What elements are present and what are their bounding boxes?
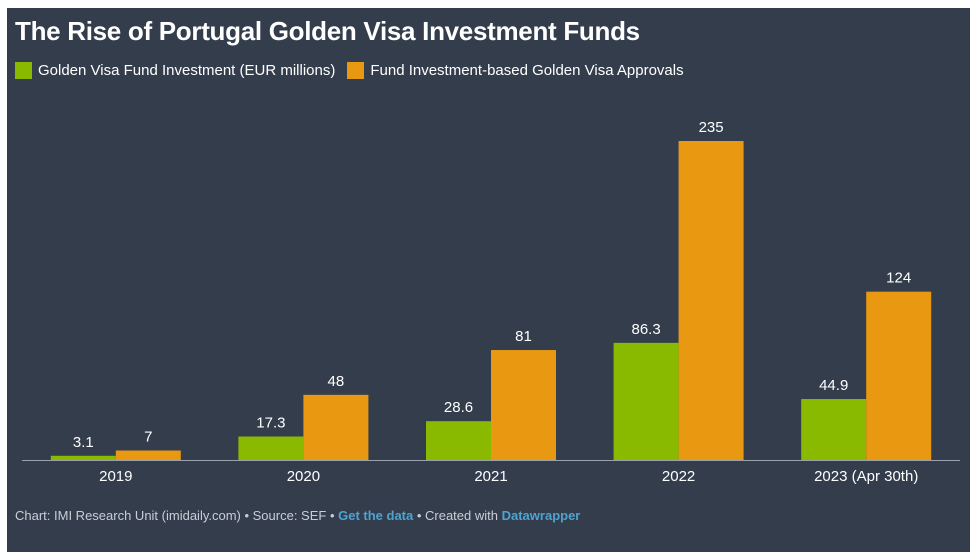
bar-investment (801, 399, 867, 460)
data-label: 235 (699, 119, 724, 136)
data-label: 17.3 (256, 415, 285, 432)
bar-approvals (866, 291, 932, 460)
bar-approvals (115, 450, 181, 460)
x-tick-label: 2019 (99, 468, 132, 485)
legend-swatch-orange (347, 62, 365, 79)
bar-approvals (303, 394, 369, 460)
data-label: 86.3 (631, 321, 660, 338)
footer-credit: Chart: IMI Research Unit (imidaily.com) … (15, 508, 339, 523)
bar-investment (50, 455, 116, 460)
legend-label: Golden Visa Fund Investment (EUR million… (38, 62, 336, 79)
legend-label: Fund Investment-based Golden Visa Approv… (370, 62, 684, 79)
data-label: 3.1 (73, 434, 94, 451)
footer-middle: • Created with (413, 508, 502, 523)
x-tick-label: 2023 (Apr 30th) (814, 468, 918, 485)
chart-title: The Rise of Portugal Golden Visa Investm… (15, 16, 640, 46)
data-label: 28.6 (444, 399, 473, 416)
bar-approvals (678, 141, 744, 460)
get-data-link[interactable]: Get the data (338, 508, 414, 523)
legend-item-approvals: Fund Investment-based Golden Visa Approv… (347, 62, 684, 79)
data-label: 7 (144, 428, 152, 445)
x-tick-label: 2020 (287, 468, 320, 485)
bar-investment (238, 436, 304, 460)
data-label: 44.9 (819, 377, 848, 394)
legend-item-investment: Golden Visa Fund Investment (EUR million… (15, 62, 335, 79)
legend-swatch-green (15, 62, 32, 79)
bar-investment (426, 421, 491, 460)
bar-approvals (491, 350, 556, 460)
bar-investment (613, 342, 679, 460)
x-tick-label: 2021 (474, 468, 507, 485)
data-label: 124 (886, 270, 911, 287)
data-label: 48 (328, 373, 345, 390)
chart-panel (7, 8, 970, 552)
footer: Chart: IMI Research Unit (imidaily.com) … (15, 508, 580, 523)
datawrapper-link[interactable]: Datawrapper (501, 508, 581, 523)
x-tick-label: 2022 (662, 468, 695, 485)
legend: Golden Visa Fund Investment (EUR million… (15, 62, 684, 79)
data-label: 81 (515, 328, 532, 345)
